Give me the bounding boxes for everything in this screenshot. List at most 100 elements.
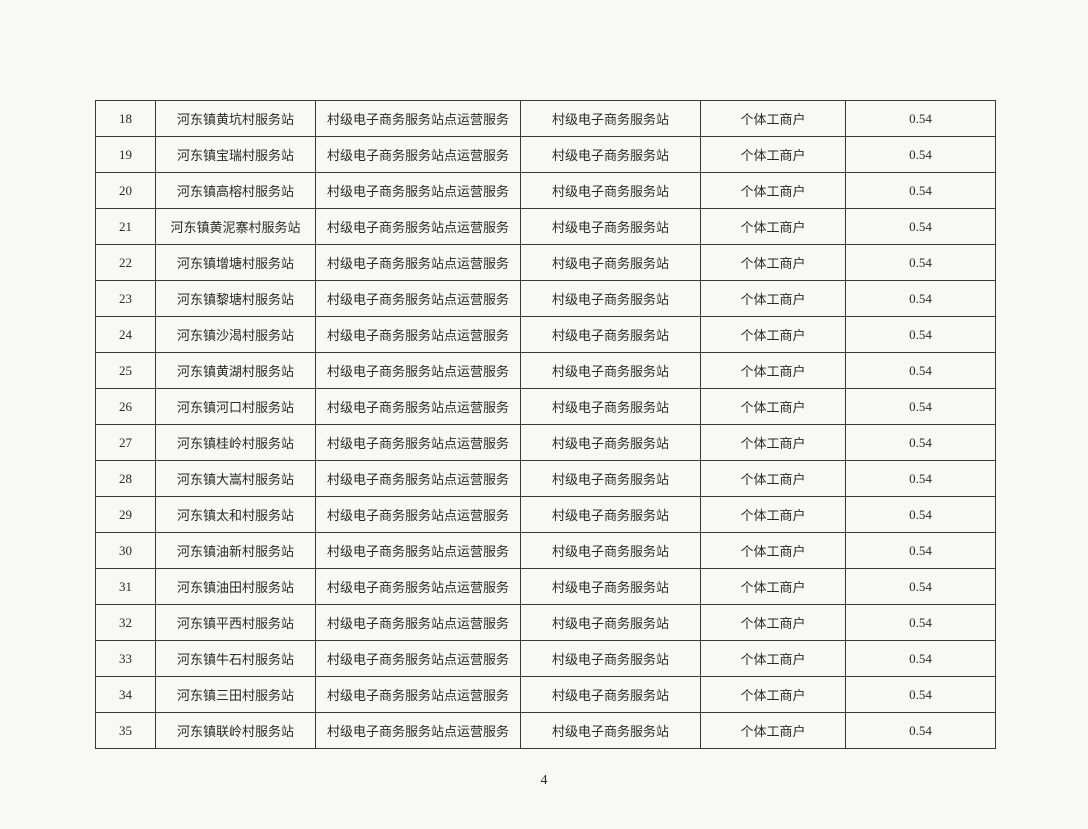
service-cell: 村级电子商务服务站点运营服务: [316, 605, 521, 641]
table-row: 33河东镇牛石村服务站村级电子商务服务站点运营服务村级电子商务服务站个体工商户0…: [96, 641, 996, 677]
type-cell: 村级电子商务服务站: [521, 713, 701, 749]
seq-cell: 27: [96, 425, 156, 461]
seq-cell: 19: [96, 137, 156, 173]
station-cell: 河东镇三田村服务站: [156, 677, 316, 713]
station-cell: 河东镇平西村服务站: [156, 605, 316, 641]
table-row: 32河东镇平西村服务站村级电子商务服务站点运营服务村级电子商务服务站个体工商户0…: [96, 605, 996, 641]
value-cell: 0.54: [846, 245, 996, 281]
type-cell: 村级电子商务服务站: [521, 605, 701, 641]
table-row: 21河东镇黄泥寨村服务站村级电子商务服务站点运营服务村级电子商务服务站个体工商户…: [96, 209, 996, 245]
service-station-table: 18河东镇黄坑村服务站村级电子商务服务站点运营服务村级电子商务服务站个体工商户0…: [95, 100, 996, 749]
seq-cell: 18: [96, 101, 156, 137]
type-cell: 村级电子商务服务站: [521, 497, 701, 533]
service-cell: 村级电子商务服务站点运营服务: [316, 389, 521, 425]
service-cell: 村级电子商务服务站点运营服务: [316, 425, 521, 461]
station-cell: 河东镇黄湖村服务站: [156, 353, 316, 389]
seq-cell: 35: [96, 713, 156, 749]
service-cell: 村级电子商务服务站点运营服务: [316, 317, 521, 353]
type-cell: 村级电子商务服务站: [521, 641, 701, 677]
service-cell: 村级电子商务服务站点运营服务: [316, 713, 521, 749]
seq-cell: 30: [96, 533, 156, 569]
station-cell: 河东镇沙渴村服务站: [156, 317, 316, 353]
service-cell: 村级电子商务服务站点运营服务: [316, 209, 521, 245]
value-cell: 0.54: [846, 677, 996, 713]
type-cell: 村级电子商务服务站: [521, 677, 701, 713]
table-row: 20河东镇高榕村服务站村级电子商务服务站点运营服务村级电子商务服务站个体工商户0…: [96, 173, 996, 209]
entity-cell: 个体工商户: [701, 641, 846, 677]
service-cell: 村级电子商务服务站点运营服务: [316, 353, 521, 389]
station-cell: 河东镇油田村服务站: [156, 569, 316, 605]
type-cell: 村级电子商务服务站: [521, 569, 701, 605]
service-cell: 村级电子商务服务站点运营服务: [316, 641, 521, 677]
service-cell: 村级电子商务服务站点运营服务: [316, 461, 521, 497]
station-cell: 河东镇河口村服务站: [156, 389, 316, 425]
station-cell: 河东镇牛石村服务站: [156, 641, 316, 677]
seq-cell: 31: [96, 569, 156, 605]
value-cell: 0.54: [846, 281, 996, 317]
type-cell: 村级电子商务服务站: [521, 209, 701, 245]
entity-cell: 个体工商户: [701, 713, 846, 749]
seq-cell: 26: [96, 389, 156, 425]
value-cell: 0.54: [846, 461, 996, 497]
table-row: 27河东镇桂岭村服务站村级电子商务服务站点运营服务村级电子商务服务站个体工商户0…: [96, 425, 996, 461]
entity-cell: 个体工商户: [701, 461, 846, 497]
entity-cell: 个体工商户: [701, 353, 846, 389]
table-row: 26河东镇河口村服务站村级电子商务服务站点运营服务村级电子商务服务站个体工商户0…: [96, 389, 996, 425]
seq-cell: 34: [96, 677, 156, 713]
service-cell: 村级电子商务服务站点运营服务: [316, 137, 521, 173]
station-cell: 河东镇大嵩村服务站: [156, 461, 316, 497]
seq-cell: 23: [96, 281, 156, 317]
value-cell: 0.54: [846, 497, 996, 533]
seq-cell: 25: [96, 353, 156, 389]
type-cell: 村级电子商务服务站: [521, 173, 701, 209]
table-row: 18河东镇黄坑村服务站村级电子商务服务站点运营服务村级电子商务服务站个体工商户0…: [96, 101, 996, 137]
type-cell: 村级电子商务服务站: [521, 245, 701, 281]
table-row: 31河东镇油田村服务站村级电子商务服务站点运营服务村级电子商务服务站个体工商户0…: [96, 569, 996, 605]
seq-cell: 33: [96, 641, 156, 677]
table-row: 28河东镇大嵩村服务站村级电子商务服务站点运营服务村级电子商务服务站个体工商户0…: [96, 461, 996, 497]
table-row: 25河东镇黄湖村服务站村级电子商务服务站点运营服务村级电子商务服务站个体工商户0…: [96, 353, 996, 389]
type-cell: 村级电子商务服务站: [521, 533, 701, 569]
type-cell: 村级电子商务服务站: [521, 101, 701, 137]
type-cell: 村级电子商务服务站: [521, 389, 701, 425]
station-cell: 河东镇桂岭村服务站: [156, 425, 316, 461]
table-row: 30河东镇油新村服务站村级电子商务服务站点运营服务村级电子商务服务站个体工商户0…: [96, 533, 996, 569]
table-row: 23河东镇黎塘村服务站村级电子商务服务站点运营服务村级电子商务服务站个体工商户0…: [96, 281, 996, 317]
value-cell: 0.54: [846, 101, 996, 137]
value-cell: 0.54: [846, 353, 996, 389]
entity-cell: 个体工商户: [701, 569, 846, 605]
station-cell: 河东镇联岭村服务站: [156, 713, 316, 749]
station-cell: 河东镇高榕村服务站: [156, 173, 316, 209]
service-cell: 村级电子商务服务站点运营服务: [316, 101, 521, 137]
table-row: 34河东镇三田村服务站村级电子商务服务站点运营服务村级电子商务服务站个体工商户0…: [96, 677, 996, 713]
seq-cell: 28: [96, 461, 156, 497]
station-cell: 河东镇黄坑村服务站: [156, 101, 316, 137]
type-cell: 村级电子商务服务站: [521, 425, 701, 461]
entity-cell: 个体工商户: [701, 245, 846, 281]
value-cell: 0.54: [846, 533, 996, 569]
table-row: 35河东镇联岭村服务站村级电子商务服务站点运营服务村级电子商务服务站个体工商户0…: [96, 713, 996, 749]
entity-cell: 个体工商户: [701, 317, 846, 353]
service-cell: 村级电子商务服务站点运营服务: [316, 281, 521, 317]
value-cell: 0.54: [846, 173, 996, 209]
station-cell: 河东镇增塘村服务站: [156, 245, 316, 281]
service-cell: 村级电子商务服务站点运营服务: [316, 677, 521, 713]
table-row: 19河东镇宝瑞村服务站村级电子商务服务站点运营服务村级电子商务服务站个体工商户0…: [96, 137, 996, 173]
value-cell: 0.54: [846, 713, 996, 749]
type-cell: 村级电子商务服务站: [521, 353, 701, 389]
station-cell: 河东镇太和村服务站: [156, 497, 316, 533]
value-cell: 0.54: [846, 425, 996, 461]
page-number: 4: [95, 773, 993, 789]
station-cell: 河东镇油新村服务站: [156, 533, 316, 569]
type-cell: 村级电子商务服务站: [521, 317, 701, 353]
service-cell: 村级电子商务服务站点运营服务: [316, 245, 521, 281]
entity-cell: 个体工商户: [701, 677, 846, 713]
seq-cell: 24: [96, 317, 156, 353]
table-row: 22河东镇增塘村服务站村级电子商务服务站点运营服务村级电子商务服务站个体工商户0…: [96, 245, 996, 281]
entity-cell: 个体工商户: [701, 425, 846, 461]
value-cell: 0.54: [846, 317, 996, 353]
entity-cell: 个体工商户: [701, 281, 846, 317]
type-cell: 村级电子商务服务站: [521, 281, 701, 317]
entity-cell: 个体工商户: [701, 209, 846, 245]
seq-cell: 20: [96, 173, 156, 209]
